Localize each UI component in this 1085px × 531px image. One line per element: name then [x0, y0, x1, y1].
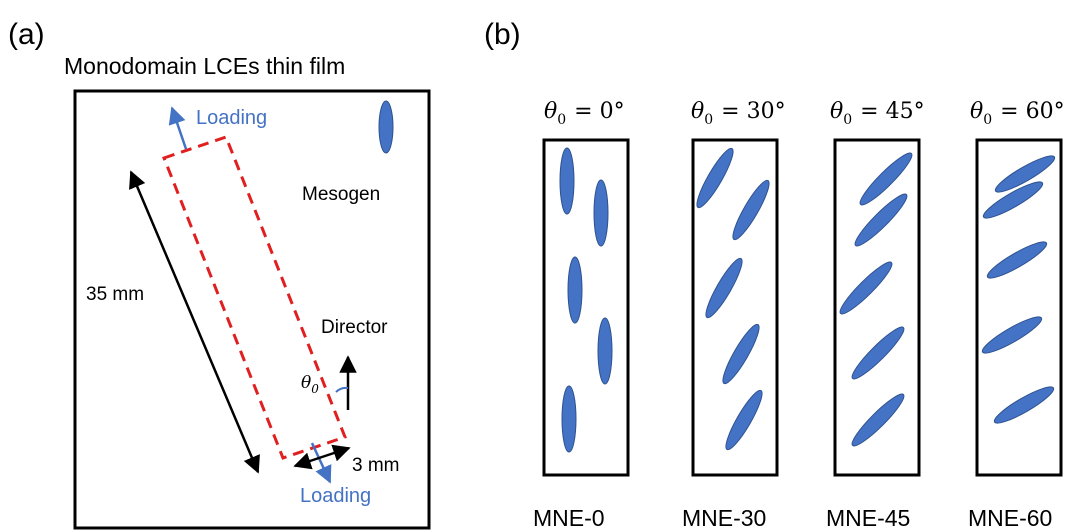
sample-name-mne-45: MNE-45: [826, 505, 910, 531]
theta-header-0: θ0 = 0°: [544, 99, 625, 128]
theta-arc: [335, 386, 349, 393]
mesogen-mne-60-1: [994, 155, 1056, 193]
panel-b-label: (b): [484, 18, 521, 51]
sample-box-mne-45: [833, 138, 921, 477]
mesogen-mne-0-5: [561, 385, 577, 453]
width-label: 3 mm: [352, 455, 400, 476]
mesogen-mne-60-4: [981, 316, 1043, 354]
mesogen-mne-30-2: [732, 179, 770, 241]
mesogen-mne-60-3: [986, 241, 1048, 279]
mesogen-mne-0-2: [593, 179, 609, 247]
sample-box-mne-60: [975, 138, 1063, 477]
length-label: 35 mm: [86, 284, 144, 305]
theta-label: θ0: [301, 373, 319, 396]
theta-header-60: θ0 = 60°: [970, 99, 1065, 128]
sample-name-mne-60: MNE-60: [968, 505, 1052, 531]
mesogen-mne-0-3: [567, 256, 583, 324]
mesogen-mne-30-3: [705, 257, 743, 319]
theta-header-30: θ0 = 30°: [691, 99, 786, 128]
sample-name-mne-0: MNE-0: [533, 505, 605, 531]
width-dimension-arrow: [293, 444, 351, 470]
mesogen-mne-45-1: [859, 152, 913, 206]
mesogen-mne-30-4: [722, 323, 760, 385]
mesogen-mne-45-2: [854, 193, 908, 247]
loading-arrow-bottom: [310, 442, 332, 484]
loading-label-bottom: Loading: [300, 485, 371, 507]
mesogen-mne-60-2: [982, 181, 1044, 219]
theta-header-45: θ0 = 45°: [830, 99, 925, 128]
mesogen-mne-45-5: [851, 393, 905, 447]
sample-name-mne-30: MNE-30: [682, 505, 766, 531]
film-outline: [73, 89, 431, 530]
film-title: Monodomain LCEs thin film: [64, 53, 345, 79]
mesogen-mne-0-4: [597, 317, 613, 385]
mesogen-mne-0-1: [559, 147, 575, 215]
mesogen-mne-45-3: [839, 261, 893, 315]
panel-a-label: (a): [8, 18, 45, 51]
mesogen-ellipse: [378, 100, 394, 154]
director-label: Director: [321, 317, 388, 338]
mesogen-label: Mesogen: [302, 184, 380, 205]
mesogen-mne-30-5: [725, 389, 763, 451]
loading-arrow-top: [168, 106, 188, 150]
mesogen-mne-45-4: [851, 326, 905, 380]
sample-box-mne-0: [542, 138, 630, 477]
length-dimension-arrow: [129, 170, 260, 474]
sample-box-mne-30: [691, 138, 779, 477]
mesogen-mne-60-5: [993, 386, 1055, 424]
loading-label-top: Loading: [196, 107, 267, 129]
mesogen-mne-30-1: [696, 147, 734, 209]
